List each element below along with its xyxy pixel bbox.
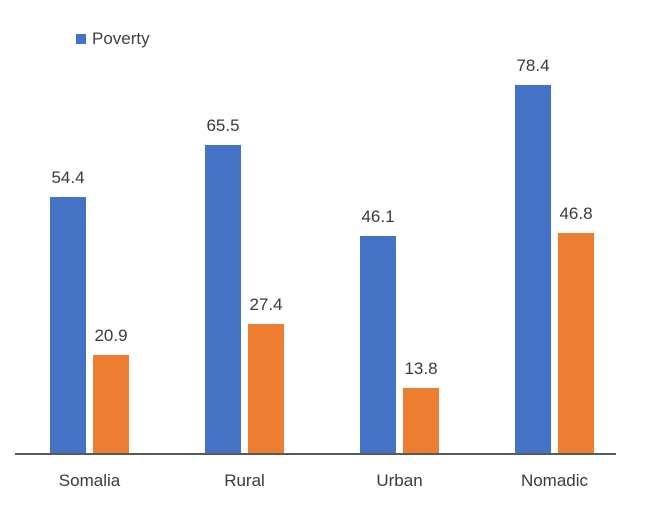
legend-swatch-icon	[76, 34, 86, 44]
bar-value-label: 46.1	[361, 207, 395, 226]
category-label: Urban	[376, 471, 423, 490]
bar-poverty-urban	[360, 236, 396, 453]
bar-poverty-nomadic	[515, 85, 551, 453]
bar-series2-urban	[403, 388, 439, 453]
legend: Poverty	[76, 29, 150, 49]
legend-label: Poverty	[92, 29, 150, 48]
bar-series2-nomadic	[558, 233, 594, 453]
bar-series2-rural	[248, 324, 284, 453]
bar-poverty-somalia	[50, 197, 86, 453]
category-label: Nomadic	[520, 471, 589, 490]
category-label: Somalia	[58, 471, 121, 490]
bar-value-label: 78.4	[516, 56, 550, 75]
bar-value-label: 54.4	[51, 168, 85, 187]
bar-value-label: 46.8	[559, 204, 593, 223]
bar-poverty-rural	[205, 145, 241, 453]
bar-value-label: 27.4	[249, 295, 283, 314]
bar-series2-somalia	[93, 355, 129, 453]
bar-value-label: 65.5	[206, 116, 240, 135]
bar-value-label: 13.8	[404, 359, 438, 378]
category-label: Rural	[224, 471, 265, 490]
bar-value-label: 20.9	[94, 326, 128, 345]
x-axis-line	[15, 453, 616, 455]
